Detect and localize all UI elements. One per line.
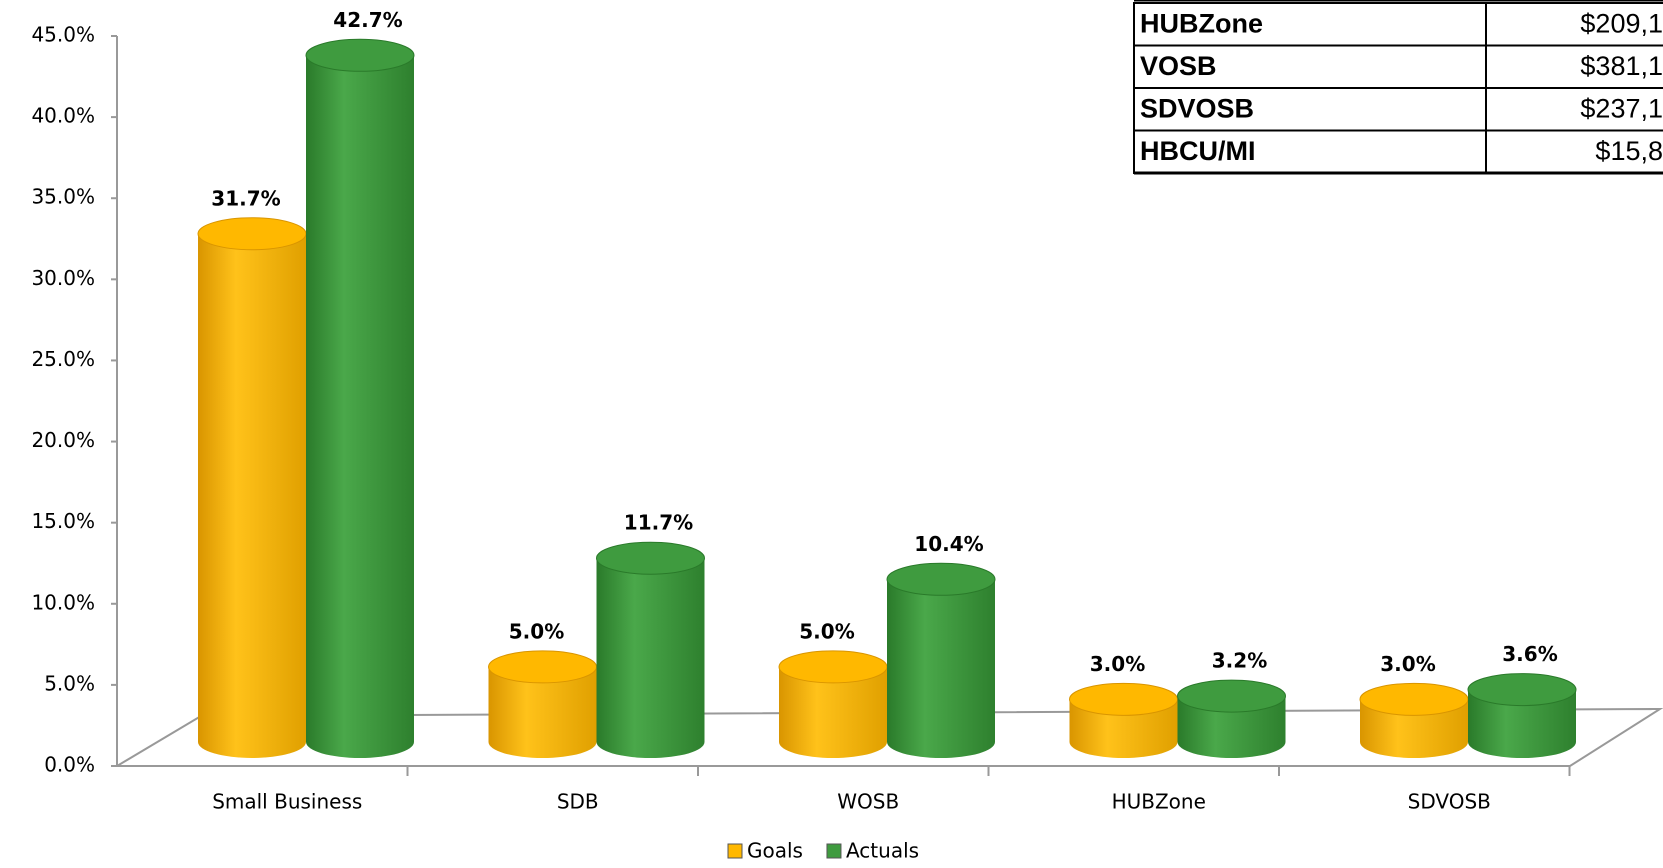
cylinder-top xyxy=(778,650,888,684)
table-cell: SDVOSB xyxy=(1140,93,1254,123)
cylinder xyxy=(1177,679,1286,758)
y-tick-label: 25.0% xyxy=(31,347,95,371)
cylinder-body xyxy=(198,233,306,758)
cylinder xyxy=(1359,682,1469,758)
cylinder xyxy=(596,541,705,758)
cylinder-top xyxy=(886,562,996,596)
data-label: 3.0% xyxy=(1090,652,1145,676)
data-label: 3.2% xyxy=(1212,649,1267,673)
data-label: 3.0% xyxy=(1380,652,1435,676)
legend-swatch xyxy=(826,843,842,859)
y-tick-label: 20.0% xyxy=(31,428,95,452)
cylinder xyxy=(488,650,597,758)
x-tick-label: WOSB xyxy=(837,790,899,814)
x-tick-label: Small Business xyxy=(212,790,362,814)
legend-label: Goals xyxy=(747,839,803,863)
table-cell: VOSB xyxy=(1140,51,1217,81)
table-cell: $381,1 xyxy=(1580,51,1663,81)
cylinder-top xyxy=(197,217,307,251)
cylinder-top xyxy=(1359,682,1469,716)
cylinder-body xyxy=(1468,689,1576,758)
x-tick-label: HUBZone xyxy=(1112,790,1206,814)
legend-swatch xyxy=(727,843,743,859)
data-label: 5.0% xyxy=(509,619,564,643)
cylinder xyxy=(1467,673,1577,758)
cylinder-top xyxy=(488,650,597,684)
cylinder-body xyxy=(306,55,414,759)
cylinder xyxy=(197,217,307,758)
cylinder-body xyxy=(887,579,995,758)
y-tick-label: 40.0% xyxy=(31,104,95,128)
table-cell: $209,1 xyxy=(1580,8,1663,38)
cylinder xyxy=(305,38,415,759)
data-label: 3.6% xyxy=(1502,642,1557,666)
cylinder-body xyxy=(1069,699,1178,758)
cylinder-body xyxy=(1360,699,1468,758)
y-tick-label: 15.0% xyxy=(31,509,95,533)
cylinder xyxy=(1069,682,1178,758)
y-tick-label: 45.0% xyxy=(31,23,95,47)
y-tick-label: 35.0% xyxy=(31,185,95,209)
table-cell: HUBZone xyxy=(1140,8,1263,38)
legend-label: Actuals xyxy=(846,839,919,863)
cylinder-body xyxy=(596,558,705,758)
data-label: 31.7% xyxy=(211,186,280,210)
y-tick-label: 30.0% xyxy=(31,266,95,290)
cylinder-body xyxy=(1177,696,1286,758)
data-label: 11.7% xyxy=(624,511,693,535)
table-cell: HBCU/MI xyxy=(1140,136,1256,166)
cylinder xyxy=(778,650,888,758)
cylinder-top xyxy=(1177,679,1286,713)
table-cell: $237,1 xyxy=(1580,93,1663,123)
table-row xyxy=(1133,2,1663,47)
table: HUBZone $209,1 VOSB $381,1 SDVOSB $237,1 HBCU/… xyxy=(1133,0,1663,175)
data-label: 5.0% xyxy=(799,619,854,643)
x-tick-label: SDVOSB xyxy=(1408,790,1491,814)
table-row xyxy=(1133,129,1663,174)
data-label: 42.7% xyxy=(333,8,402,32)
x-tick-label: SDB xyxy=(557,790,599,814)
y-tick-label: 10.0% xyxy=(31,590,95,614)
cylinder-top xyxy=(596,541,705,575)
table-cell: $15,8 xyxy=(1595,136,1663,166)
cylinder-top xyxy=(1467,673,1577,707)
cylinder-body xyxy=(488,666,597,758)
cylinder xyxy=(886,562,996,758)
y-tick-label: 5.0% xyxy=(44,671,95,695)
data-label: 10.4% xyxy=(914,532,983,556)
cylinder-body xyxy=(779,666,887,758)
cylinder-top xyxy=(305,38,415,72)
y-tick-label: 0.0% xyxy=(44,753,95,777)
cylinder-top xyxy=(1069,682,1178,716)
